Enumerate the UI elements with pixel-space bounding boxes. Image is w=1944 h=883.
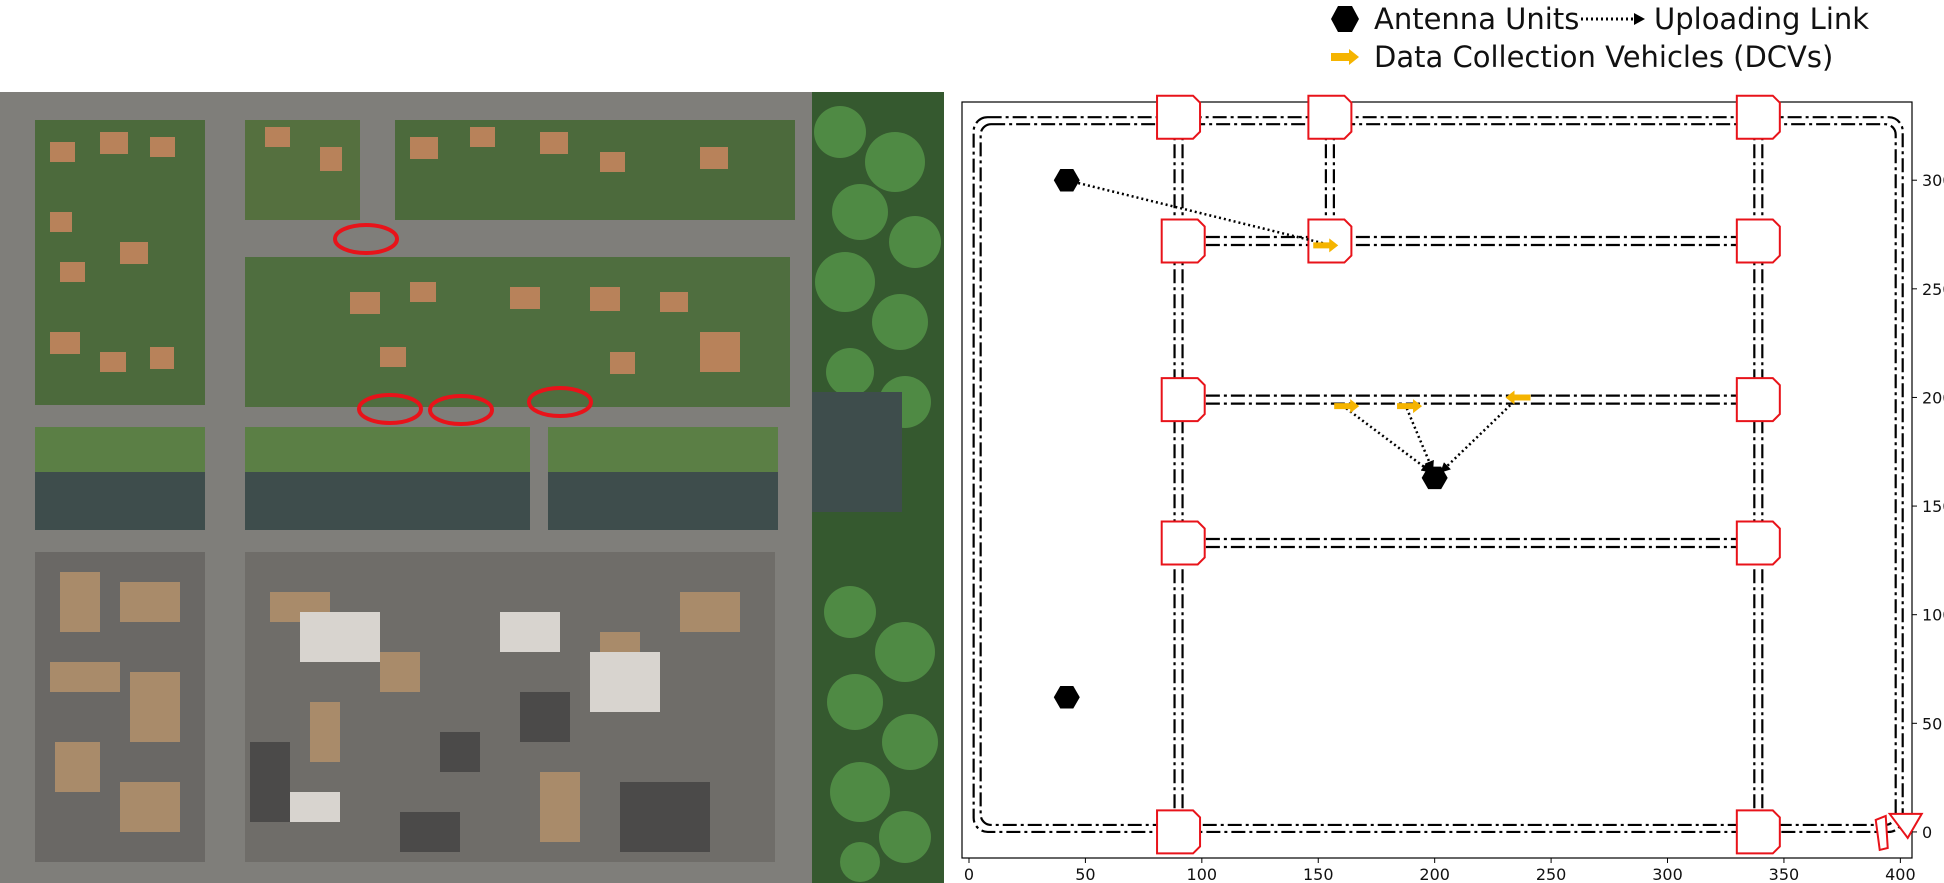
antenna-unit-icon (1331, 6, 1359, 32)
intersection-box (1735, 520, 1781, 566)
tree-canopy (814, 106, 941, 882)
antenna-unit-1 (1053, 168, 1080, 192)
x-tick-label: 100 (1187, 865, 1218, 883)
intersections (1156, 94, 1781, 855)
dcv-vehicle-2 (1334, 399, 1360, 414)
y-tick-label: 50 (1922, 714, 1942, 733)
y-tick-label: 100 (1922, 606, 1944, 625)
intersection-box (1160, 377, 1206, 423)
outer-ring-road-1 (972, 116, 1904, 834)
x-tick-label: 400 (1885, 865, 1916, 883)
dcv-vehicle-1 (1313, 238, 1339, 253)
intersection-box (1735, 809, 1781, 855)
uploading-link-4 (1440, 400, 1515, 473)
outer-ring-road-2 (979, 123, 1897, 827)
corner-marker-2 (1887, 812, 1924, 840)
uploading-links (1064, 177, 1515, 473)
y-tick-label: 150 (1922, 497, 1944, 516)
highlight-markers (333, 223, 593, 426)
legend-dcv-label: Data Collection Vehicles (DCVs) (1374, 40, 1834, 74)
x-tick-label: 150 (1303, 865, 1334, 883)
antenna-unit-3 (1053, 685, 1080, 709)
corner-marker-1 (1874, 814, 1889, 852)
dcv-vehicles (1313, 238, 1531, 414)
x-tick-label: 300 (1652, 865, 1683, 883)
red-marker-4 (527, 386, 593, 418)
y-axis-ticks: 0 50 100 150 200 250 300 (1912, 171, 1944, 842)
legend-dcvs: Data Collection Vehicles (DCVs) (1330, 40, 1833, 74)
intersection-box (1735, 218, 1781, 264)
legend-antenna-units: Antenna Units (1330, 2, 1579, 36)
red-marker-1 (333, 223, 399, 255)
corner-markers (1874, 812, 1924, 852)
antenna-unit-2 (1421, 466, 1448, 490)
simulation-map-chart: 0 50 100 150 200 250 300 350 400 0 50 100 150 200 250… (961, 94, 1944, 883)
legend-uploading-label: Uploading Link (1654, 2, 1870, 36)
road-lines (972, 116, 1904, 834)
y-tick-label: 200 (1922, 388, 1944, 407)
intersection-box (1160, 520, 1206, 566)
y-tick-label: 250 (1922, 280, 1944, 299)
x-tick-label: 200 (1419, 865, 1450, 883)
dcv-arrow-icon (1331, 49, 1359, 65)
x-tick-label: 350 (1769, 865, 1800, 883)
legend-antenna-label: Antenna Units (1374, 2, 1580, 36)
red-marker-3 (428, 394, 494, 426)
dotted-arrow-icon (1581, 13, 1645, 25)
dark-buildings (250, 692, 710, 852)
canal-water (35, 392, 902, 530)
y-tick-label: 0 (1922, 823, 1932, 842)
aerial-town-map (0, 92, 944, 883)
intersection-box (1307, 94, 1353, 140)
x-tick-label: 250 (1536, 865, 1567, 883)
dcv-vehicle-3 (1397, 399, 1423, 414)
antenna-units (1053, 168, 1448, 709)
intersection-box (1156, 94, 1202, 140)
uploading-link-1 (1064, 177, 1324, 245)
warehouse-roofs (280, 612, 660, 822)
y-tick-label: 300 (1922, 171, 1944, 190)
legend: Antenna Units Uploading Link Data Collec… (1270, 0, 1944, 95)
x-axis-ticks: 0 50 100 150 200 250 300 350 400 (964, 858, 1916, 883)
uploading-link-3 (1405, 407, 1434, 471)
red-marker-2 (357, 393, 423, 425)
houses (50, 127, 740, 374)
x-tick-label: 0 (964, 865, 974, 883)
legend-uploading-link: Uploading Link (1580, 2, 1869, 36)
intersection-box (1160, 218, 1206, 264)
x-tick-label: 50 (1075, 865, 1095, 883)
dcv-vehicle-4 (1505, 390, 1531, 405)
intersection-box (1735, 377, 1781, 423)
intersection-box (1735, 94, 1781, 140)
intersection-box (1156, 809, 1202, 855)
